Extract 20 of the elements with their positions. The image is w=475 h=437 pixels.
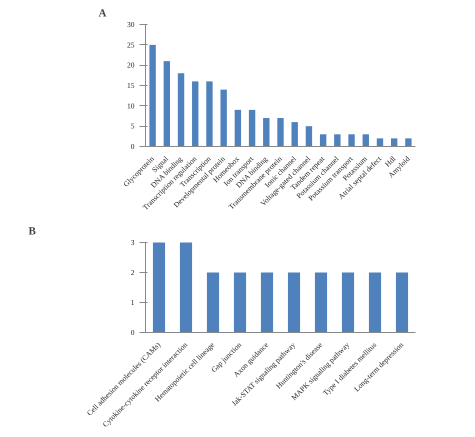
bar (390, 138, 398, 146)
bar (320, 134, 326, 146)
bar (362, 134, 369, 146)
bar (306, 126, 312, 146)
bar (263, 118, 270, 146)
bar (277, 118, 284, 146)
bar (164, 61, 170, 146)
bar (178, 73, 184, 146)
bar (220, 90, 227, 146)
text: B (28, 226, 36, 238)
bar (192, 81, 198, 146)
bar (348, 134, 355, 146)
bar (206, 81, 213, 146)
bar (234, 110, 242, 146)
bar (292, 122, 298, 146)
bar (248, 110, 256, 146)
chart-title: A (98, 8, 106, 20)
bar (149, 44, 156, 146)
bar (334, 134, 341, 146)
bar (405, 138, 412, 146)
